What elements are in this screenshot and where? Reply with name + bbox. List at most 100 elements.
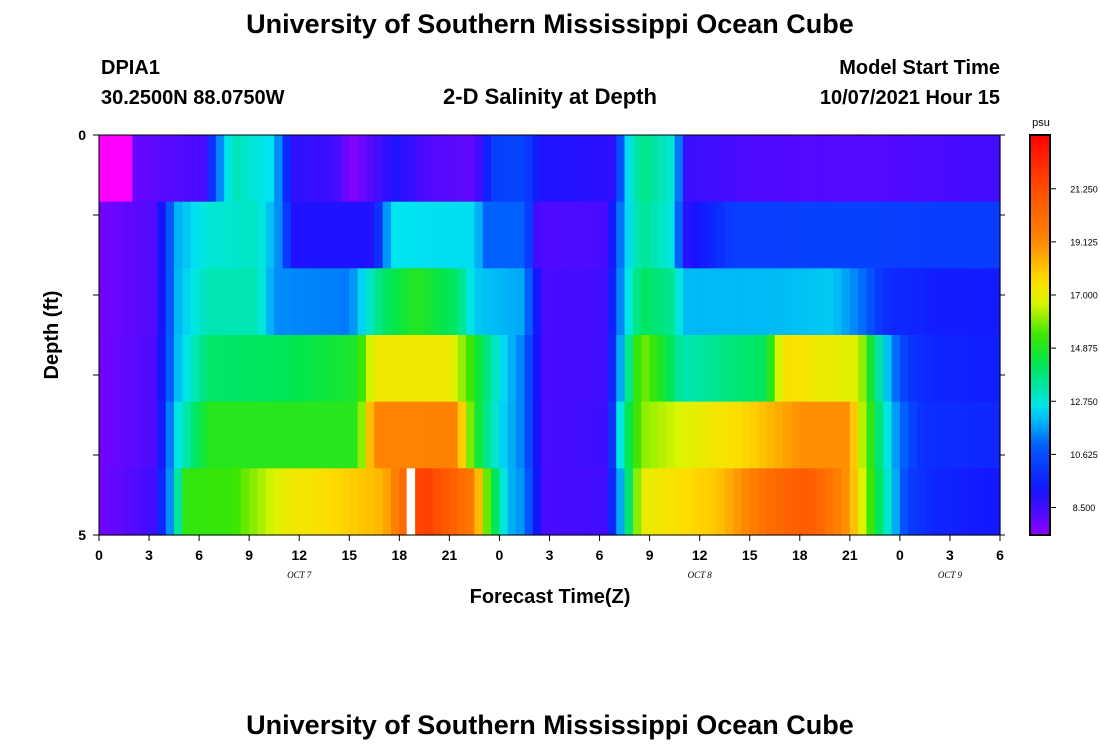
heatmap-cell [958, 135, 968, 203]
heatmap-cell [549, 135, 559, 203]
heatmap-cell [666, 201, 676, 269]
heatmap-cell [874, 201, 884, 269]
heatmap-cell [624, 201, 634, 269]
heatmap-cell [449, 135, 459, 203]
heatmap-cell [758, 201, 767, 269]
heatmap-cell [808, 335, 818, 403]
heatmap-cell [132, 135, 142, 203]
heatmap-cell [524, 335, 534, 403]
date-label: OCT 7 [287, 570, 312, 580]
heatmap-cell [649, 335, 659, 403]
colorbar-tick-label: 12.750 [1070, 397, 1098, 407]
heatmap-cell [632, 468, 642, 536]
heatmap-cell [457, 268, 467, 336]
heatmap-cell [841, 135, 851, 203]
heatmap-cell [941, 468, 951, 536]
heatmap-cell [307, 335, 317, 403]
heatmap-cell [516, 135, 526, 203]
heatmap-cell [466, 468, 476, 536]
heatmap-cell [307, 135, 317, 203]
heatmap-cell [482, 401, 492, 469]
heatmap-cell [124, 135, 133, 203]
heatmap-cell [774, 201, 784, 269]
heatmap-cell [265, 201, 275, 269]
heatmap-cell [733, 468, 742, 536]
heatmap-cell [958, 268, 968, 336]
heatmap-cell [708, 268, 717, 336]
heatmap-cell [616, 401, 626, 469]
heatmap-cell [591, 268, 601, 336]
heatmap-cell [349, 401, 359, 469]
heatmap-cell [507, 201, 517, 269]
heatmap-cell [783, 335, 793, 403]
heatmap-cell [349, 468, 359, 536]
heatmap-cell [816, 135, 826, 203]
heatmap-cell [249, 335, 259, 403]
heatmap-cell [324, 201, 334, 269]
heatmap-cell [833, 468, 843, 536]
heatmap-cell [824, 135, 834, 203]
x-tick-label: 0 [496, 547, 504, 563]
heatmap-cell [674, 335, 684, 403]
x-tick-label: 6 [195, 547, 203, 563]
heatmap-cell [891, 135, 901, 203]
heatmap-cell [340, 135, 350, 203]
heatmap-cell [182, 201, 192, 269]
heatmap-cell [774, 468, 784, 536]
heatmap-cell [457, 468, 467, 536]
heatmap-cell [758, 135, 767, 203]
heatmap-cell [290, 201, 300, 269]
heatmap-cell [424, 268, 434, 336]
heatmap-cell [933, 201, 943, 269]
heatmap-cell [165, 268, 175, 336]
heatmap-cell [207, 401, 217, 469]
heatmap-cell [99, 335, 108, 403]
heatmap-cell [916, 335, 926, 403]
heatmap-cell [340, 201, 350, 269]
x-tick-label: 18 [392, 547, 408, 563]
heatmap-cell [624, 401, 634, 469]
heatmap-cell [532, 201, 542, 269]
heatmap-cell [607, 468, 617, 536]
heatmap-cell [349, 201, 359, 269]
heatmap-cell [340, 335, 350, 403]
heatmap-cell [908, 401, 918, 469]
heatmap-cell [332, 335, 342, 403]
heatmap-cell [107, 335, 117, 403]
heatmap-cell [124, 401, 133, 469]
heatmap-cell [674, 135, 684, 203]
heatmap-cell [249, 268, 259, 336]
heatmap-cell [199, 335, 209, 403]
heatmap-cell [107, 268, 117, 336]
heatmap-cell [174, 135, 184, 203]
heatmap-cell [165, 201, 175, 269]
heatmap-cell [858, 401, 868, 469]
heatmap-cell [549, 468, 559, 536]
heatmap-cell [432, 268, 442, 336]
heatmap-cell [649, 135, 659, 203]
heatmap-cell [858, 335, 868, 403]
heatmap-cell [532, 401, 542, 469]
heatmap-cell [774, 268, 784, 336]
heatmap-cell [666, 468, 676, 536]
heatmap-cell [708, 201, 717, 269]
heatmap-cell [124, 268, 133, 336]
heatmap-cell [307, 468, 317, 536]
heatmap-cell [457, 201, 467, 269]
heatmap-cell [557, 401, 567, 469]
heatmap-cell [866, 468, 876, 536]
heatmap-cell [307, 201, 317, 269]
heatmap-cell [724, 201, 734, 269]
y-axis-label: Depth (ft) [41, 291, 63, 380]
heatmap-cell [474, 201, 484, 269]
heatmap-cell [733, 135, 742, 203]
heatmap-cell [157, 268, 167, 336]
chart-title: 2-D Salinity at Depth [443, 84, 657, 109]
heatmap-cell [924, 201, 934, 269]
heatmap-cell [699, 135, 709, 203]
heatmap-cell [207, 201, 217, 269]
heatmap-cell [290, 468, 300, 536]
heatmap-cell [916, 201, 926, 269]
heatmap-cell [749, 335, 759, 403]
heatmap-cell [949, 468, 959, 536]
